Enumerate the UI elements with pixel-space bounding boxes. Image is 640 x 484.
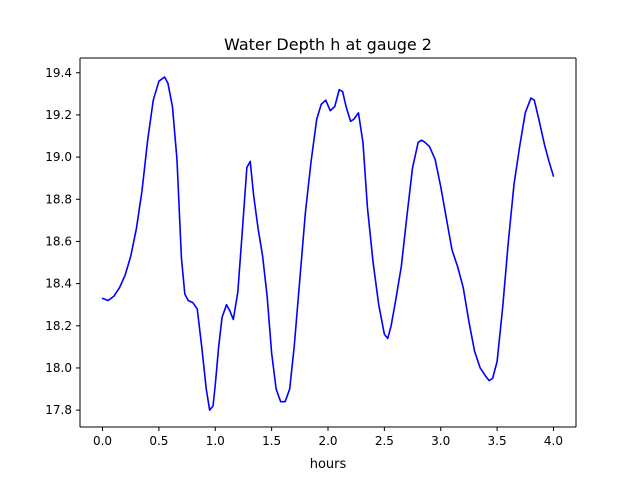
x-tick-label: 3.5 [488,434,507,448]
y-tick-label: 18.8 [45,192,72,206]
x-tick-label: 2.0 [318,434,337,448]
y-tick-label: 19.4 [45,66,72,80]
x-tick-label: 0.5 [149,434,168,448]
series-line-0 [101,76,555,411]
x-tick-label: 2.5 [375,434,394,448]
y-tick-label: 18.2 [45,319,72,333]
y-tick-label: 18.6 [45,234,72,248]
x-tick-label: 3.0 [431,434,450,448]
y-tick-label: 18.4 [45,277,72,291]
chart-title: Water Depth h at gauge 2 [224,35,432,54]
x-axis-label: hours [310,457,347,472]
x-tick-label: 1.5 [262,434,281,448]
y-tick-label: 18.0 [45,361,72,375]
plot-background [80,58,576,427]
x-tick-label: 4.0 [544,434,563,448]
y-tick-label: 19.2 [45,108,72,122]
y-tick-label: 17.8 [45,403,72,417]
y-tick-label: 19.0 [45,150,72,164]
x-tick-label: 1.0 [206,434,225,448]
series-layer [101,76,555,411]
axis-layer: 0.0 0.5 1.0 1.5 2.0 2.5 3.0 3.5 4.0 17.8 18.0 18.2 1… [45,57,577,448]
x-tick-label: 0.0 [93,434,112,448]
plot-area [80,58,576,427]
